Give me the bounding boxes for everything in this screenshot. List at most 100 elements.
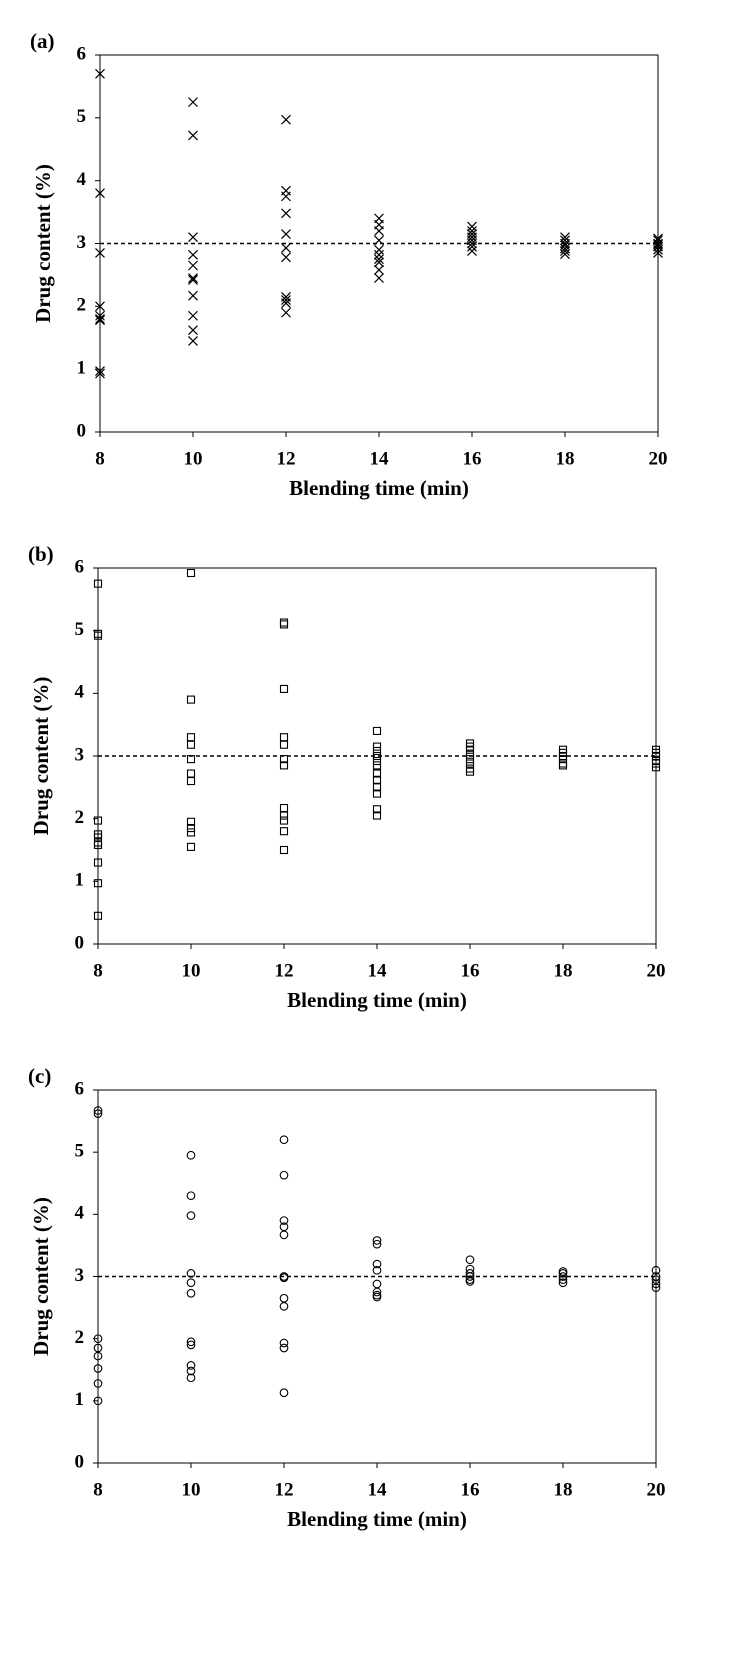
data-point [188,275,198,285]
data-point [186,1288,196,1298]
marker-shape [372,1265,382,1275]
marker-shape [186,1361,196,1370]
data-point [279,1388,289,1398]
marker-stroke [95,68,105,79]
data-point [372,1287,382,1297]
marker-shape [372,1279,382,1289]
marker-shape [186,568,196,578]
y-tick-label: 3 [77,232,87,253]
marker-stroke [374,273,384,283]
data-point [95,310,105,321]
marker-shape [93,1106,103,1115]
data-point [560,246,570,256]
y-tick-label: 4 [77,169,87,190]
y-axis-label: Drug content (%) [29,677,53,836]
marker-stroke [467,238,477,249]
marker-stroke [95,248,105,258]
marker-shape [186,1373,196,1383]
data-point [467,246,477,256]
data-point [93,879,103,888]
marker-shape [279,811,289,820]
data-point [188,130,198,141]
y-axis-label: Drug content (%) [29,1197,53,1356]
data-point [465,767,475,776]
marker-shape [372,742,382,751]
data-point [279,1301,289,1311]
marker-shape [186,695,196,704]
marker-shape [186,1191,196,1201]
marker-shape [279,618,289,627]
marker-shape [372,756,382,766]
marker-stroke [281,298,291,309]
marker-stroke [188,335,198,346]
data-point [279,1135,289,1145]
data-point [374,254,384,265]
data-point [374,273,384,283]
data-point [372,769,382,778]
marker-stroke [374,254,384,265]
data-point [279,1230,289,1240]
marker-stroke [560,246,570,256]
marker-shape [279,1301,289,1311]
marker-shape [558,755,568,764]
marker-stroke [188,273,198,283]
marker-stroke [281,307,291,318]
data-point [279,1293,289,1303]
data-point [93,1364,103,1373]
marker-shape [93,1364,103,1373]
data-point [188,335,198,346]
data-point [281,208,291,219]
data-point [93,911,103,920]
marker-shape [279,761,289,770]
marker-shape [93,1351,103,1361]
marker-shape [465,759,475,768]
data-point [560,238,570,249]
data-point [467,241,477,252]
marker-shape [651,1283,661,1293]
data-point [186,842,196,851]
marker-shape [279,684,289,693]
x-axis-label: Blending time (min) [287,988,467,1012]
data-point [93,840,103,850]
plot-frame [99,54,659,433]
data-point [465,1272,475,1281]
marker-shape [465,1277,475,1286]
marker-shape [186,740,196,749]
data-point [281,307,291,318]
data-point [651,1279,661,1289]
data-point [372,783,382,792]
marker-shape [279,1293,289,1303]
y-tick-label: 6 [77,43,87,64]
data-point [93,1334,103,1344]
data-point [279,1216,289,1225]
marker-stroke [281,208,291,219]
marker-shape [372,811,382,820]
data-point [188,249,198,260]
data-point [186,1337,196,1347]
marker-stroke [374,264,384,275]
marker-shape [93,579,103,588]
data-point [558,761,568,770]
x-tick-label: 8 [95,448,105,469]
marker-shape [186,1269,196,1278]
data-point [465,745,475,754]
data-point [188,232,198,243]
data-point [186,828,196,837]
data-point [653,244,663,255]
x-tick-label: 18 [554,1479,573,1500]
x-tick-label: 8 [93,1479,103,1500]
y-tick-label: 6 [75,1078,85,1099]
data-point [374,249,384,260]
data-point [651,1283,661,1293]
marker-stroke [467,241,477,252]
marker-shape [558,759,568,768]
data-point [279,845,289,855]
data-point [93,579,103,588]
data-point [186,1278,196,1288]
y-tick-label: 1 [77,358,87,379]
x-tick-label: 16 [461,1479,480,1500]
data-point [95,248,105,258]
